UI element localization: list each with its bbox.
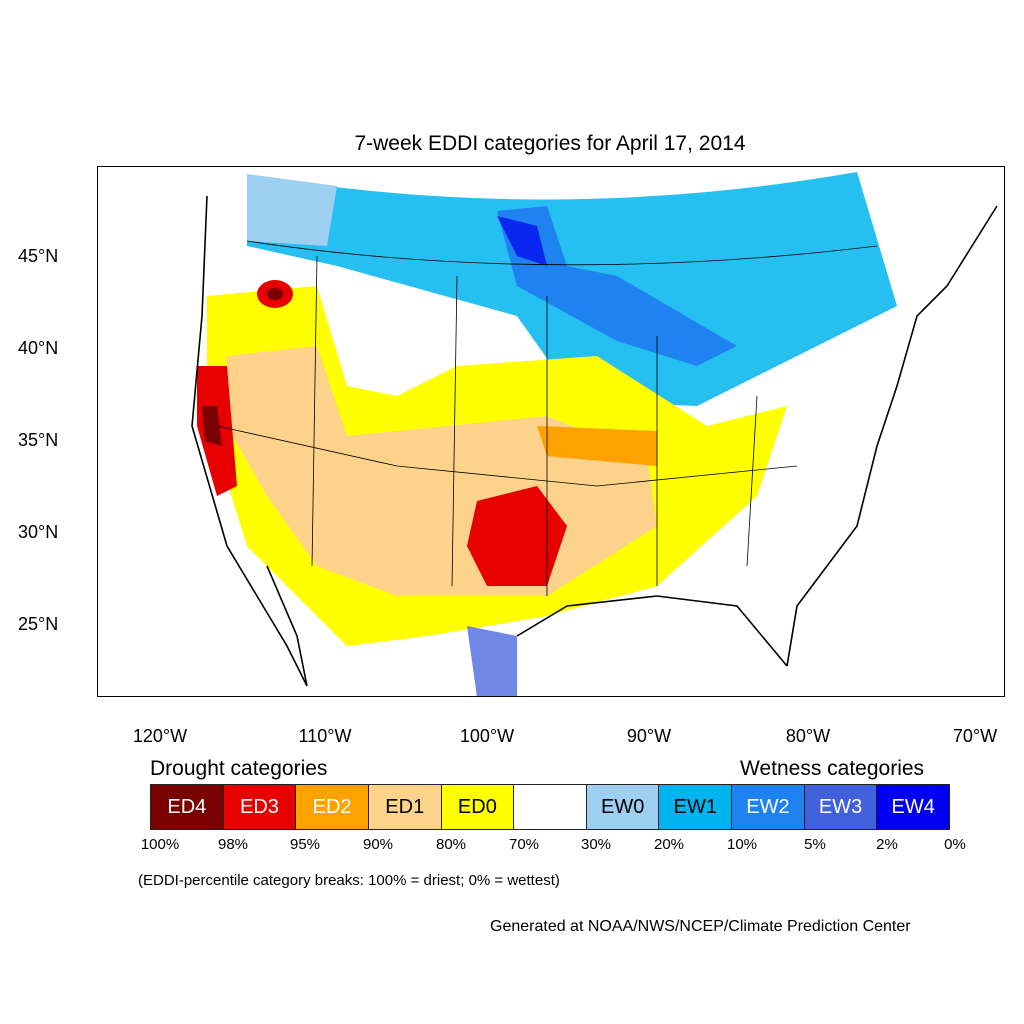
legend-cell-ed2: ED2 <box>296 785 369 829</box>
break-label: 80% <box>435 836 467 853</box>
drought-ed4-idaho <box>267 288 283 300</box>
legend-cell-ed0: ED0 <box>441 785 515 829</box>
legend-cell-ew4: EW4 <box>877 785 950 829</box>
wet-region-north-light <box>247 174 337 246</box>
lat-label-25: 25°N <box>18 614 59 634</box>
break-label: 90% <box>362 836 394 853</box>
drought-ed3-texas <box>467 486 567 586</box>
lat-label-40: 40°N <box>18 338 59 358</box>
lon-label-80: 80°W <box>785 726 831 746</box>
break-label: 0% <box>944 836 966 853</box>
drought-ed4-california <box>202 406 222 446</box>
drought-ed2-kansas <box>537 426 657 466</box>
break-label: 70% <box>508 836 540 853</box>
lon-label-120: 120°W <box>132 726 188 746</box>
drought-heading: Drought categories <box>150 757 328 780</box>
lon-label-110: 110°W <box>298 726 352 746</box>
state-boundaries <box>216 240 878 596</box>
legend-cell-ew0: EW0 <box>586 785 660 829</box>
break-label: 95% <box>289 836 321 853</box>
break-label: 2% <box>876 836 898 853</box>
lon-label-70: 70°W <box>952 726 998 746</box>
legend-cell-ew3: EW3 <box>804 785 878 829</box>
category-note: (EDDI-percentile category breaks: 100% =… <box>138 872 560 889</box>
lon-label-100: 100°W <box>459 726 515 746</box>
legend-cell-ew2: EW2 <box>732 785 805 829</box>
legend-cell-ed4: ED4 <box>151 785 224 829</box>
legend-cell-ed1: ED1 <box>368 785 442 829</box>
coastline <box>191 195 998 687</box>
lat-label-30: 30°N <box>18 522 59 542</box>
map-title: 7-week EDDI categories for April 17, 201… <box>354 132 746 155</box>
lat-label-45: 45°N <box>18 246 59 266</box>
break-label: 30% <box>580 836 612 853</box>
credit-line: Generated at NOAA/NWS/NCEP/Climate Predi… <box>490 918 911 935</box>
legend-cell-ed3: ED3 <box>223 785 297 829</box>
legend-bar: ED4 ED3 ED2 ED1 ED0 EW0 EW1 EW2 EW3 EW4 <box>150 784 950 830</box>
eddi-map <box>97 166 1005 697</box>
lat-label-35: 35°N <box>18 430 59 450</box>
wetness-heading: Wetness categories <box>740 757 925 780</box>
wet-region-texas <box>467 626 517 697</box>
break-label: 5% <box>804 836 826 853</box>
break-label: 98% <box>217 836 249 853</box>
legend-cell-ew1: EW1 <box>659 785 733 829</box>
legend-cell-normal <box>514 785 587 829</box>
break-label: 20% <box>653 836 685 853</box>
wet-region-great-lakes <box>497 206 737 366</box>
wet-region-dark <box>497 216 547 266</box>
break-label: 100% <box>140 836 180 853</box>
break-label: 10% <box>726 836 758 853</box>
lon-label-90: 90°W <box>626 726 672 746</box>
